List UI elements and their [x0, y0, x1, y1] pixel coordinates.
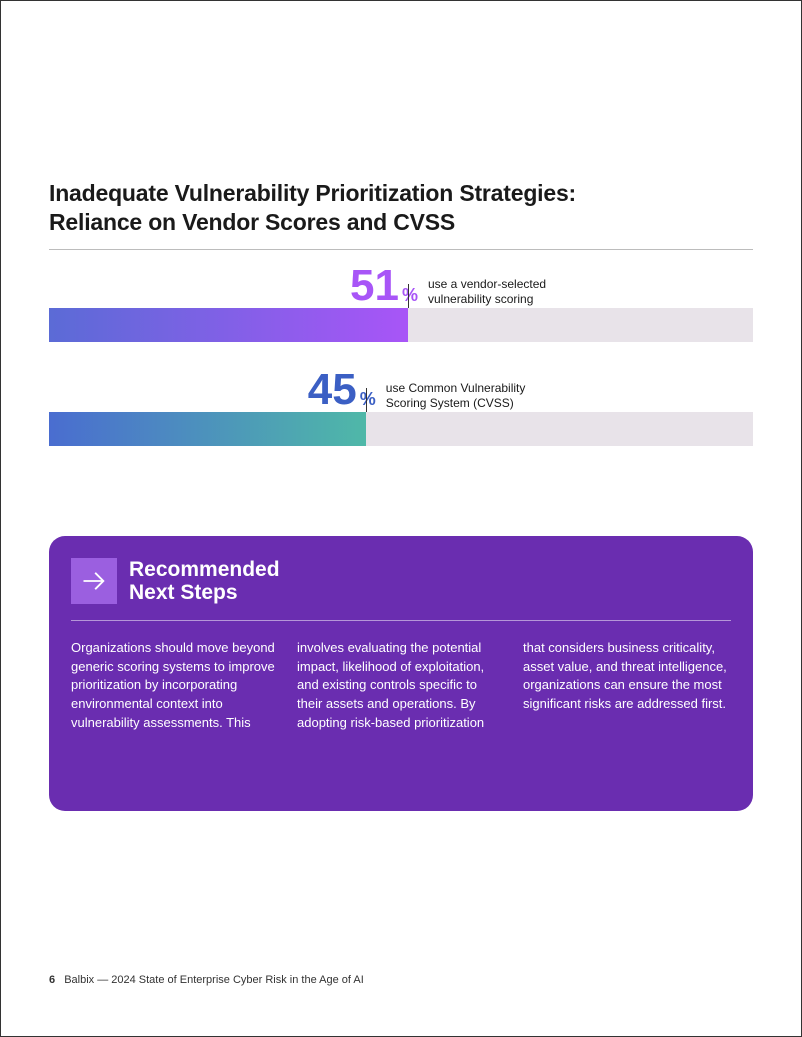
callout-title-line-2: Next Steps — [129, 581, 238, 604]
footer-page-number: 6 — [49, 974, 55, 986]
bar-pct-cvss: 45 — [308, 368, 357, 412]
bar-track-vendor — [49, 308, 753, 342]
bar-desc-cvss: use Common Vulnerability Scoring System … — [386, 381, 536, 411]
bar-pct-sign-vendor: % — [402, 285, 418, 306]
callout-title: Recommended Next Steps — [129, 558, 280, 604]
bar-label-cvss: 45% use Common Vulnerability Scoring Sys… — [308, 368, 536, 412]
bars-area: 51% use a vendor-selected vulnerability … — [49, 308, 753, 446]
callout-title-line-1: Recommended — [129, 558, 280, 581]
bar-desc-vendor: use a vendor-selected vulnerability scor… — [428, 277, 578, 307]
bar-fill-cvss — [49, 412, 366, 446]
bar-track-cvss — [49, 412, 753, 446]
footer-text: Balbix — 2024 State of Enterprise Cyber … — [64, 974, 364, 986]
recommended-callout: Recommended Next Steps Organizations sho… — [49, 536, 753, 811]
arrow-right-icon — [71, 558, 117, 604]
heading-line-1: Inadequate Vulnerability Prioritization … — [49, 180, 576, 206]
heading-line-2: Reliance on Vendor Scores and CVSS — [49, 209, 455, 235]
bar-tick-cvss — [366, 388, 367, 412]
bar-pct-vendor: 51 — [350, 264, 399, 308]
section-heading: Inadequate Vulnerability Prioritization … — [49, 179, 753, 250]
page-footer: 6 Balbix — 2024 State of Enterprise Cybe… — [49, 974, 364, 986]
bar-tick-vendor — [408, 284, 409, 308]
bar-label-vendor: 51% use a vendor-selected vulnerability … — [350, 264, 578, 308]
bar-block-cvss: 45% use Common Vulnerability Scoring Sys… — [49, 412, 753, 446]
callout-body: Organizations should move beyond generic… — [71, 639, 731, 733]
bar-fill-vendor — [49, 308, 408, 342]
bar-pct-sign-cvss: % — [360, 389, 376, 410]
callout-header: Recommended Next Steps — [71, 558, 731, 621]
bar-block-vendor: 51% use a vendor-selected vulnerability … — [49, 308, 753, 342]
